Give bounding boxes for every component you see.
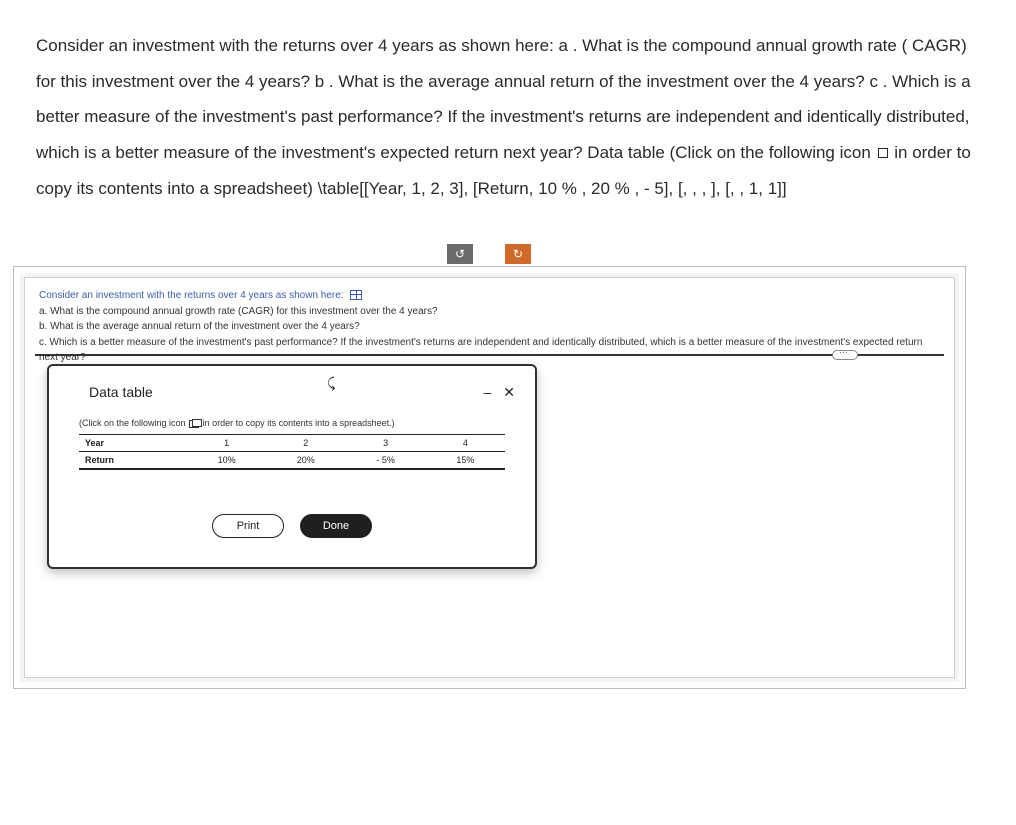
collapse-toggle[interactable]	[832, 350, 858, 360]
modal-instruction: (Click on the following icon in order to…	[79, 418, 505, 428]
question-pre: Consider an investment with the returns …	[36, 36, 971, 162]
cell: 3	[345, 435, 425, 452]
undo-button[interactable]: ↺	[447, 244, 473, 264]
work-surface: Consider an investment with the returns …	[24, 277, 955, 678]
done-button[interactable]: Done	[300, 514, 372, 538]
data-table: Year 1 2 3 4 Return 10% 20% - 5% 15%	[79, 434, 505, 470]
data-table-modal: ⤹ Data table – ✕ (Click on the following…	[47, 364, 537, 569]
modal-actions: Print Done	[79, 514, 505, 538]
print-button[interactable]: Print	[212, 514, 284, 538]
minimize-button[interactable]: –	[483, 384, 491, 400]
prompt-b: b. What is the average annual return of …	[39, 321, 360, 332]
row-label-year: Year	[79, 435, 187, 452]
modal-body: (Click on the following icon in order to…	[49, 410, 535, 538]
question-body: Consider an investment with the returns …	[0, 0, 1016, 206]
cell: 1	[187, 435, 266, 452]
table-row: Return 10% 20% - 5% 15%	[79, 452, 505, 470]
redo-button[interactable]: ↻	[505, 244, 531, 264]
toolbar: ↺ ↻	[447, 244, 531, 264]
prompt-a: a. What is the compound annual growth ra…	[39, 306, 438, 317]
table-row: Year 1 2 3 4	[79, 435, 505, 452]
data-table-icon[interactable]	[350, 290, 362, 300]
work-panel: Consider an investment with the returns …	[13, 266, 966, 689]
copy-icon[interactable]	[189, 420, 199, 428]
prompt-intro: Consider an investment with the returns …	[39, 290, 344, 301]
close-button[interactable]: ✕	[503, 384, 515, 401]
divider	[35, 354, 944, 358]
copy-placeholder-icon	[878, 148, 888, 158]
cursor-icon: ⤹	[327, 375, 335, 392]
cell: - 5%	[345, 452, 425, 470]
cell: 2	[266, 435, 345, 452]
row-label-return: Return	[79, 452, 187, 470]
cell: 15%	[426, 452, 505, 470]
cell: 10%	[187, 452, 266, 470]
modal-title: Data table	[89, 384, 153, 400]
prompt-c: c. Which is a better measure of the inve…	[39, 337, 922, 364]
cell: 20%	[266, 452, 345, 470]
cell: 4	[426, 435, 505, 452]
modal-header: Data table – ✕	[49, 366, 535, 410]
